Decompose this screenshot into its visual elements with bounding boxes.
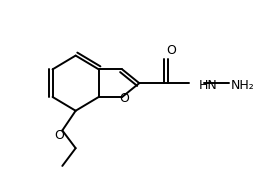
Text: O: O <box>119 92 129 105</box>
Text: HN: HN <box>198 79 217 92</box>
Text: O: O <box>55 129 64 142</box>
Text: O: O <box>167 44 177 57</box>
Text: NH₂: NH₂ <box>231 79 254 92</box>
